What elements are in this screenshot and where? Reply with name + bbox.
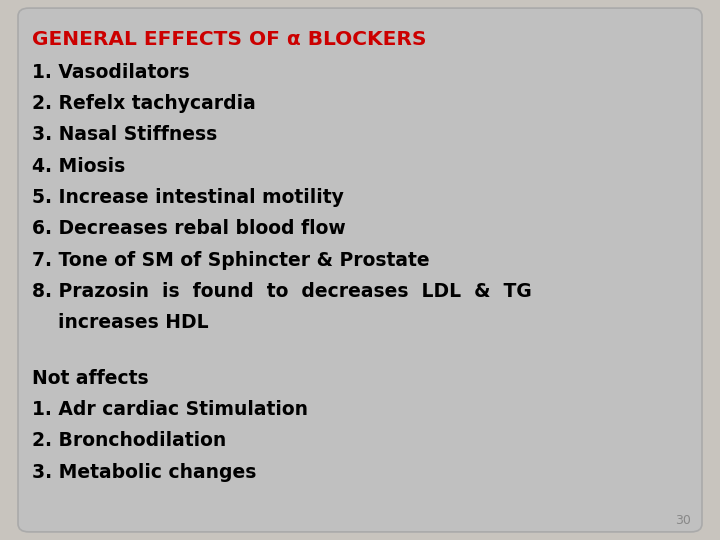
Text: 1. Vasodilators: 1. Vasodilators [32, 63, 190, 82]
Text: 4. Miosis: 4. Miosis [32, 157, 126, 176]
Text: increases HDL: increases HDL [32, 313, 209, 332]
Text: 2. Bronchodilation: 2. Bronchodilation [32, 431, 227, 450]
Text: 5. Increase intestinal motility: 5. Increase intestinal motility [32, 188, 344, 207]
Text: 8. Prazosin  is  found  to  decreases  LDL  &  TG: 8. Prazosin is found to decreases LDL & … [32, 282, 532, 301]
Text: 2. Refelx tachycardia: 2. Refelx tachycardia [32, 94, 256, 113]
Text: GENERAL EFFECTS OF α BLOCKERS: GENERAL EFFECTS OF α BLOCKERS [32, 30, 427, 49]
Text: 6. Decreases rebal blood flow: 6. Decreases rebal blood flow [32, 219, 346, 238]
Text: 30: 30 [675, 514, 691, 526]
Text: Not affects: Not affects [32, 369, 149, 388]
Text: 7. Tone of SM of Sphincter & Prostate: 7. Tone of SM of Sphincter & Prostate [32, 251, 430, 269]
Text: 3. Metabolic changes: 3. Metabolic changes [32, 463, 257, 482]
Text: 3. Nasal Stiffness: 3. Nasal Stiffness [32, 125, 217, 144]
Text: 1. Adr cardiac Stimulation: 1. Adr cardiac Stimulation [32, 400, 308, 419]
